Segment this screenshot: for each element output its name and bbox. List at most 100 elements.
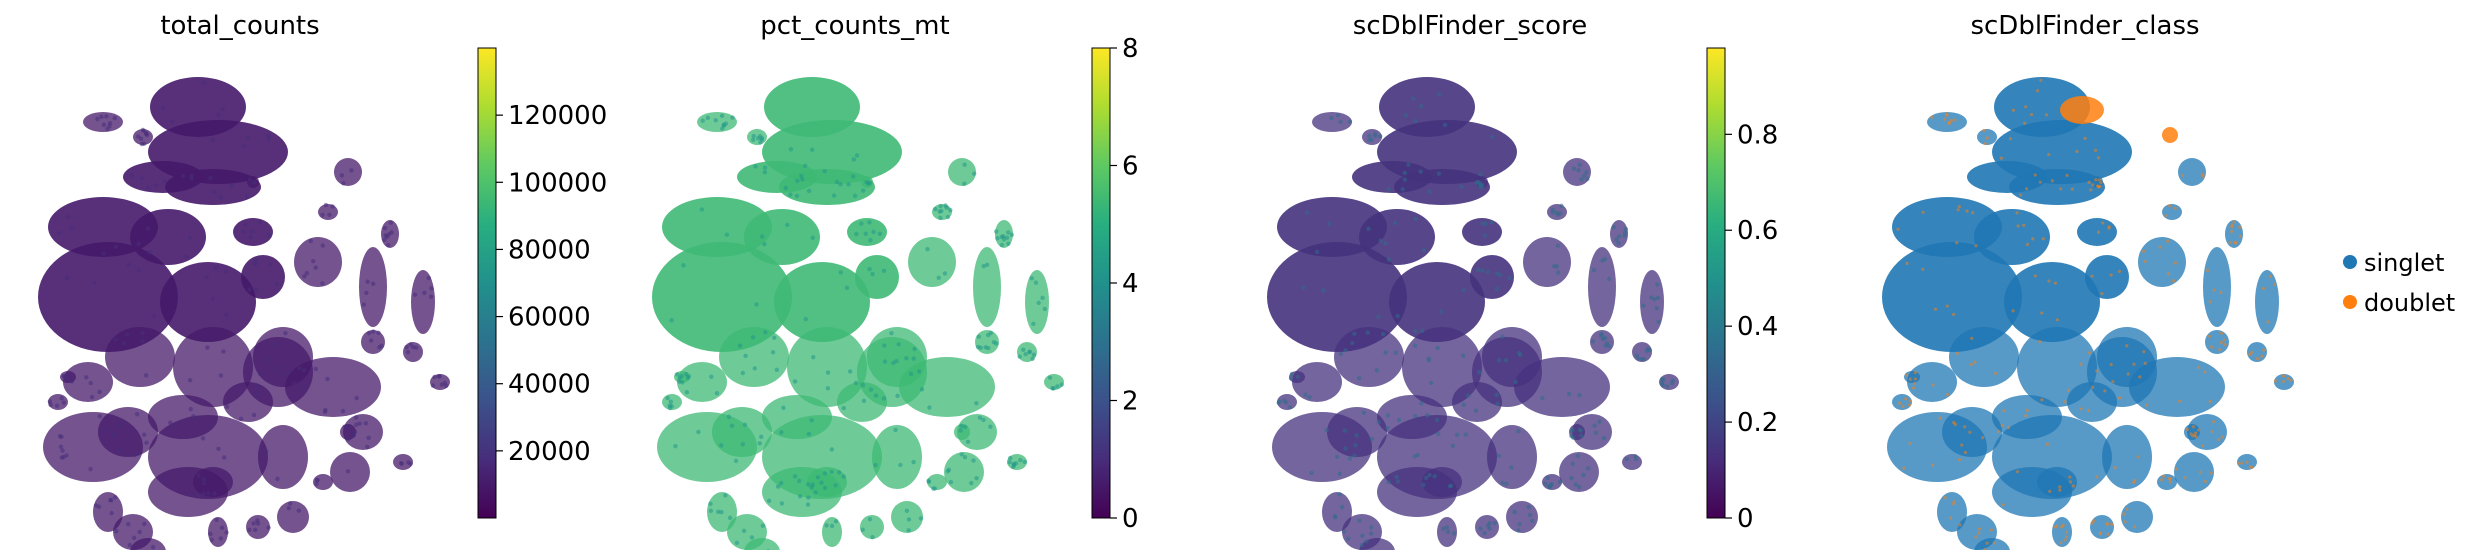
umap-point xyxy=(1295,374,1300,380)
umap-point xyxy=(1597,419,1602,424)
umap-point xyxy=(2136,455,2140,459)
umap-point xyxy=(1633,456,1639,462)
umap-point xyxy=(140,338,145,344)
umap-point xyxy=(962,455,968,460)
umap-point xyxy=(1997,429,2001,434)
umap-point xyxy=(971,171,977,176)
umap-cluster xyxy=(160,262,256,342)
umap-point xyxy=(1339,504,1345,510)
umap-point xyxy=(2000,423,2004,428)
umap-cluster xyxy=(1974,209,2050,265)
umap-point xyxy=(988,424,993,429)
umap-point xyxy=(64,275,70,281)
umap-point xyxy=(2094,178,2098,182)
umap-point xyxy=(247,287,252,292)
umap-point xyxy=(981,263,986,269)
umap-point xyxy=(995,236,1000,241)
umap-point xyxy=(2158,245,2162,249)
umap-point xyxy=(1960,443,1964,447)
umap-point xyxy=(2068,475,2072,479)
umap-point xyxy=(1957,205,1961,209)
umap-point xyxy=(1550,210,1556,215)
umap-point xyxy=(1304,210,1310,215)
umap-point xyxy=(254,391,259,397)
umap-point xyxy=(1931,383,1935,387)
umap-point xyxy=(1603,343,1608,348)
umap-point xyxy=(1913,377,1917,381)
umap-point xyxy=(945,214,951,220)
umap-point xyxy=(209,537,214,542)
umap-point xyxy=(1438,309,1444,314)
umap-point xyxy=(1970,336,1974,340)
umap-point xyxy=(2230,229,2234,234)
umap-point xyxy=(61,454,66,460)
umap-cluster xyxy=(1377,395,1447,439)
umap-point xyxy=(2055,318,2060,322)
umap-point xyxy=(2038,180,2042,184)
umap-cluster xyxy=(2138,237,2186,287)
umap-point xyxy=(2125,507,2129,511)
umap-point xyxy=(2063,400,2067,404)
umap-cluster xyxy=(277,501,309,533)
umap-point xyxy=(216,446,221,452)
umap-point xyxy=(1031,352,1037,357)
legend: singlet doublet xyxy=(2343,249,2455,317)
umap-point xyxy=(1661,377,1666,383)
umap-point xyxy=(2106,532,2110,536)
umap-point xyxy=(829,523,835,529)
umap-point xyxy=(2031,237,2035,241)
umap-point xyxy=(1477,370,1482,375)
umap-point xyxy=(847,369,853,374)
umap-point xyxy=(2087,180,2091,184)
umap-point xyxy=(1352,453,1357,458)
umap-point xyxy=(933,206,938,212)
umap-point xyxy=(2060,525,2064,529)
umap-point xyxy=(247,527,252,533)
umap-point xyxy=(1943,496,1947,500)
umap-point xyxy=(988,330,994,336)
umap-point xyxy=(219,525,225,531)
umap-point xyxy=(938,215,943,221)
umap-point xyxy=(208,531,213,537)
umap-cluster xyxy=(2205,330,2229,354)
umap-point xyxy=(88,380,94,386)
umap-cluster xyxy=(948,158,976,186)
umap-point xyxy=(2097,185,2101,189)
umap-point xyxy=(187,235,193,240)
umap-cluster xyxy=(837,382,887,422)
umap-point xyxy=(1655,295,1661,301)
umap-point xyxy=(2048,489,2052,493)
umap-point xyxy=(163,475,169,480)
umap-point xyxy=(2166,272,2170,276)
umap-point xyxy=(1555,270,1561,275)
umap-point xyxy=(811,355,816,360)
umap-point xyxy=(822,471,828,476)
umap-point xyxy=(1569,428,1574,434)
umap-point xyxy=(370,281,376,286)
umap-point xyxy=(1622,233,1627,239)
umap-point xyxy=(69,225,74,230)
umap-point xyxy=(145,226,151,231)
umap-point xyxy=(1380,331,1386,337)
umap-point xyxy=(2113,465,2117,470)
umap-point xyxy=(340,408,346,414)
umap-point xyxy=(2033,173,2037,177)
umap-point xyxy=(1930,115,1934,119)
umap-point xyxy=(873,462,878,468)
umap-point xyxy=(864,179,869,185)
umap-point xyxy=(799,173,804,179)
umap-point xyxy=(322,409,328,414)
umap-point xyxy=(1968,430,1972,434)
umap-point xyxy=(713,118,718,123)
umap-point xyxy=(1350,340,1355,346)
umap-point xyxy=(685,375,691,381)
umap-point xyxy=(1905,261,1909,265)
umap-point xyxy=(829,469,834,474)
umap-cluster xyxy=(105,327,175,387)
umap-point xyxy=(1578,433,1584,439)
umap-point xyxy=(1908,441,1912,446)
umap-point xyxy=(1396,418,1402,423)
umap-cluster xyxy=(2004,262,2100,342)
umap-cluster xyxy=(652,242,792,352)
umap-point xyxy=(136,241,141,247)
